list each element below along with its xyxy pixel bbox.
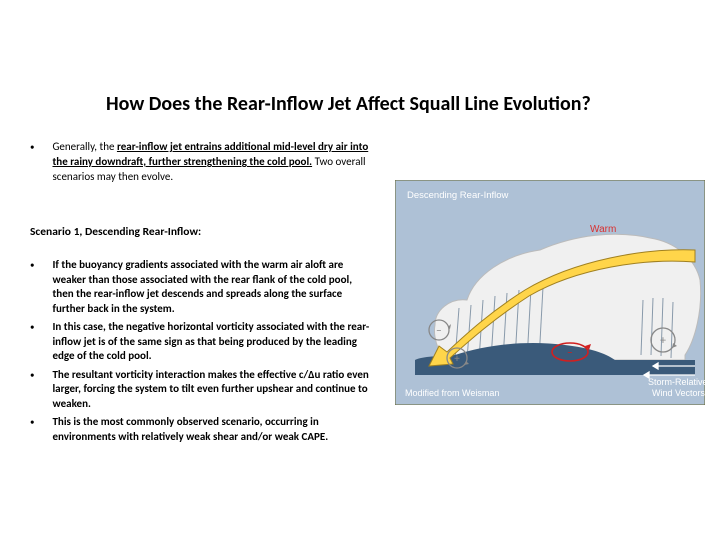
bullet-dot: • [30,320,34,364]
list-text: In this case, the negative horizontal vo… [52,320,370,364]
svg-text:+: + [454,352,460,365]
diagram-credit: Modified from Weisman [405,388,499,398]
scenario-subheading: Scenario 1, Descending Rear-Inflow: [30,225,201,239]
svg-text:−: − [567,346,572,359]
intro-block: • Generally, the rear-inflow jet entrain… [30,140,370,185]
list-item: • The resultant vorticity interaction ma… [30,368,370,412]
scenario-list: • If the buoyancy gradients associated w… [30,258,370,448]
bullet-dot: • [30,258,34,316]
list-item: • This is the most commonly observed sce… [30,415,370,444]
squall-line-diagram: Descending Rear-Inflow Warm − + − [395,180,705,405]
list-item: • If the buoyancy gradients associated w… [30,258,370,316]
wind-label-2: Wind Vectors [652,388,705,398]
list-text: This is the most commonly observed scena… [52,415,370,444]
list-text: The resultant vorticity interaction make… [52,368,370,412]
svg-text:−: − [436,324,441,337]
diagram-title: Descending Rear-Inflow [407,190,509,201]
wind-label-1: Storm-Relative [648,377,705,387]
list-item: • In this case, the negative horizontal … [30,320,370,364]
bullet-dot: • [30,368,34,412]
bullet-dot: • [30,415,34,444]
page-title: How Does the Rear-Inflow Jet Affect Squa… [106,92,591,116]
bullet-dot: • [30,140,34,185]
warm-label: Warm [590,224,616,235]
list-text: If the buoyancy gradients associated wit… [52,258,370,316]
svg-text:+: + [660,334,666,348]
intro-text: Generally, the rear-inflow jet entrains … [52,140,370,185]
